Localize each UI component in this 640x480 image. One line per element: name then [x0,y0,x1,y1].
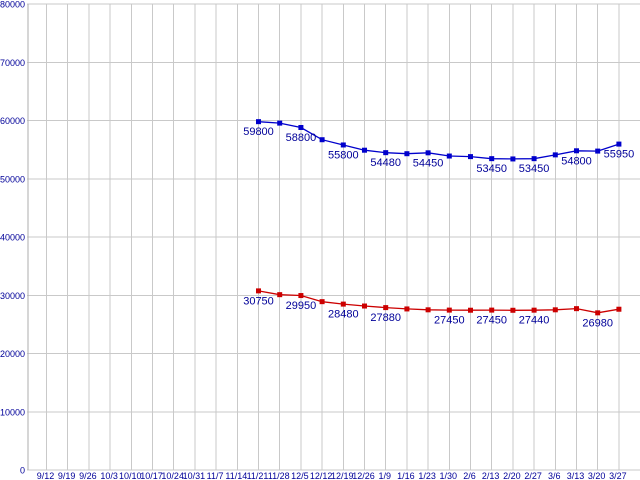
lower-red-series-marker [616,306,622,312]
x-axis-tick-label: 10/24 [161,471,184,480]
upper-blue-series-point-value-label: 54800 [561,155,592,167]
upper-blue-series-point-value-label: 54450 [413,157,444,169]
upper-blue-series-marker [552,152,558,158]
lower-red-series-marker [574,306,579,312]
lower-red-series-point-value-label: 27880 [370,312,401,324]
lower-red-series-point-value-label: 27450 [434,315,465,327]
lower-red-series-marker [319,299,325,305]
lower-red-series-marker [489,307,495,313]
upper-blue-series-marker [446,153,452,159]
upper-blue-series-point-value-label: 54480 [370,157,401,169]
lower-red-series-marker [298,293,304,299]
lower-red-series-marker [256,288,261,294]
upper-blue-series-marker [531,156,537,162]
lower-red-series-marker [446,307,452,313]
y-axis-tick-label: 0 [20,466,25,476]
upper-blue-series-marker [468,154,473,160]
x-axis-tick-label: 12/26 [352,471,375,480]
x-axis-tick-label: 10/3 [100,471,118,480]
upper-blue-series-marker [362,147,367,153]
upper-blue-series-marker [425,150,431,156]
x-axis-tick-label: 11/7 [207,471,224,480]
x-axis-tick-label: 9/12 [37,471,55,480]
y-axis-tick-label: 60000 [0,116,25,126]
lower-red-series-line [258,290,620,314]
upper-blue-series-marker [319,137,325,143]
lower-red-series-point-value-label: 27440 [519,315,550,327]
x-axis-tick-label: 3/6 [548,471,561,480]
x-axis-tick-label: 1/16 [397,471,415,480]
y-axis-tick-label: 20000 [0,349,25,359]
x-axis-tick-label: 12/12 [310,471,333,480]
x-axis-tick-label: 3/27 [609,471,627,480]
upper-blue-series-point-value-label: 59800 [243,126,274,138]
lower-red-series-point-value-label: 30750 [243,295,274,307]
x-axis-tick-label: 1/23 [418,471,436,480]
upper-blue-series-point-value-label: 53450 [519,163,550,175]
lower-red-series-marker [362,303,367,309]
upper-blue-series-point-value-label: 55950 [604,149,635,161]
upper-blue-series-marker [510,156,516,162]
x-axis-tick-label: 2/20 [503,471,521,480]
x-axis-tick-label: 9/19 [58,471,76,480]
upper-blue-series-marker [277,120,283,126]
y-axis-tick-label: 30000 [0,291,25,301]
upper-blue-series-point-value-label: 55800 [328,149,359,161]
y-axis-tick-label: 40000 [0,233,25,243]
upper-blue-series-marker [489,156,495,162]
x-axis-tick-label: 2/27 [524,471,542,480]
upper-blue-series-point-value-label: 58800 [286,132,317,144]
x-axis-tick-label: 3/20 [588,471,606,480]
x-axis-tick-label: 1/30 [440,471,458,480]
upper-blue-series-marker [340,142,346,148]
lower-red-series-marker [510,307,516,313]
lower-red-series-marker [383,305,389,311]
x-axis-tick-label: 1/9 [378,471,391,480]
lower-red-series-marker [468,307,473,313]
lower-red-series-marker [340,301,346,307]
upper-blue-series-marker [404,151,410,157]
x-axis-tick-label: 11/28 [268,471,290,480]
x-axis-tick-label: 10/10 [119,471,142,480]
x-axis-tick-label: 10/31 [183,471,206,480]
lower-red-series-point-value-label: 27450 [476,315,507,327]
lower-red-series-marker [404,306,410,312]
upper-blue-series-marker [256,119,261,125]
upper-blue-series-point-value-label: 53450 [476,163,507,175]
y-axis-tick-label: 50000 [0,174,25,184]
upper-blue-series-marker [298,124,304,130]
upper-blue-series-marker [383,150,389,156]
lower-red-series-point-value-label: 26980 [582,317,613,329]
x-axis-tick-label: 10/17 [140,471,163,480]
y-axis-tick-label: 70000 [0,58,25,68]
x-axis-tick-label: 12/5 [291,471,309,480]
lower-red-series-marker [595,310,601,316]
lower-red-series-marker [425,307,431,313]
upper-blue-series-marker [616,141,622,147]
y-axis-tick-label: 10000 [0,407,25,417]
lower-red-series-marker [277,292,283,298]
lower-red-series-marker [531,307,537,313]
x-axis-tick-label: 11/21 [247,471,269,480]
y-axis-tick-label: 80000 [0,0,25,10]
x-axis-tick-label: 11/14 [225,471,247,480]
upper-blue-series-marker [574,148,579,154]
upper-blue-series-line [258,121,620,160]
x-axis-tick-label: 9/26 [79,471,97,480]
lower-red-series-point-value-label: 29950 [286,300,317,312]
lower-red-series-point-value-label: 28480 [328,309,359,321]
x-axis-tick-label: 3/13 [567,471,585,480]
x-axis-tick-label: 2/6 [463,471,476,480]
lower-red-series-marker [552,307,558,313]
x-axis-tick-label: 12/19 [331,471,354,480]
upper-blue-series-marker [595,148,601,154]
x-axis-tick-label: 2/13 [482,471,500,480]
